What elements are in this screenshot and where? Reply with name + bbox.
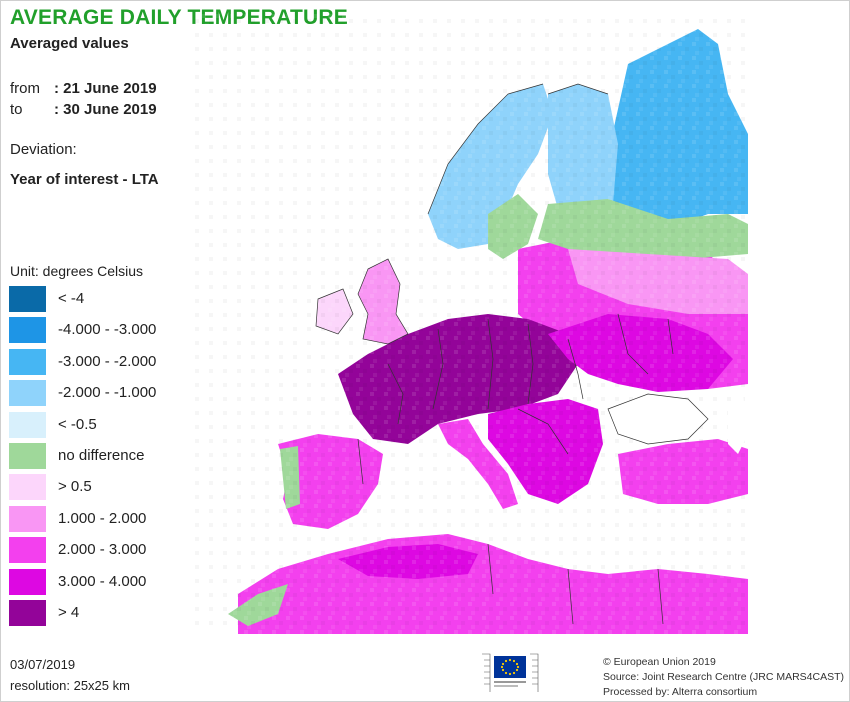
legend-swatch bbox=[9, 505, 46, 532]
legend-swatch bbox=[9, 568, 46, 595]
credit-copyright: © European Union 2019 bbox=[603, 656, 716, 668]
period-to: to : 30 June 2019 bbox=[10, 101, 157, 118]
eu-commission-logo bbox=[482, 653, 539, 692]
legend-swatch bbox=[9, 380, 46, 407]
black-sea bbox=[608, 394, 708, 444]
legend-label: -4.000 - -3.000 bbox=[58, 321, 157, 339]
legend-label: -3.000 - -2.000 bbox=[58, 352, 157, 370]
legend-swatch bbox=[9, 537, 46, 564]
credit-source: Source: Joint Research Centre (JRC MARS4… bbox=[603, 671, 844, 683]
legend-swatch bbox=[9, 348, 46, 375]
coastlines bbox=[315, 83, 709, 445]
resolution: resolution: 25x25 km bbox=[10, 678, 130, 693]
legend-label: > 0.5 bbox=[58, 478, 92, 496]
credit-processed: Processed by: Alterra consortium bbox=[603, 686, 758, 698]
legend-label: 1.000 - 2.000 bbox=[58, 509, 147, 527]
period-to-label: to bbox=[10, 101, 23, 118]
legend-swatch bbox=[9, 286, 46, 312]
period-from: from : 21 June 2019 bbox=[10, 80, 157, 97]
legend-label: < -0.5 bbox=[58, 415, 97, 433]
period-from-value: : 21 June 2019 bbox=[54, 80, 157, 97]
legend-swatch bbox=[9, 599, 46, 626]
period-to-value: : 30 June 2019 bbox=[54, 101, 157, 118]
country-borders bbox=[357, 313, 674, 625]
europe-map bbox=[188, 14, 748, 634]
legend-label: 2.000 - 3.000 bbox=[58, 541, 147, 559]
credits: © European Union 2019 Source: Joint Rese… bbox=[603, 655, 844, 700]
legend-label: < -4 bbox=[58, 290, 85, 307]
caspian-sea bbox=[728, 394, 748, 454]
period-from-label: from bbox=[10, 80, 40, 97]
legend-label: 3.000 - 4.000 bbox=[58, 572, 147, 590]
legend-label: -2.000 - -1.000 bbox=[58, 384, 157, 402]
deviation-value: Year of interest - LTA bbox=[10, 171, 159, 188]
issue-date: 03/07/2019 bbox=[10, 657, 76, 672]
legend-label: > 4 bbox=[58, 603, 80, 621]
legend-unit: Unit: degrees Celsius bbox=[10, 263, 144, 279]
legend-label: no difference bbox=[58, 446, 145, 464]
legend-swatch bbox=[9, 474, 46, 501]
map-subtitle: Averaged values bbox=[10, 35, 129, 52]
legend-swatch bbox=[9, 317, 46, 344]
legend-swatch bbox=[9, 442, 46, 469]
legend-swatch bbox=[9, 411, 46, 438]
deviation-label: Deviation: bbox=[10, 141, 77, 158]
